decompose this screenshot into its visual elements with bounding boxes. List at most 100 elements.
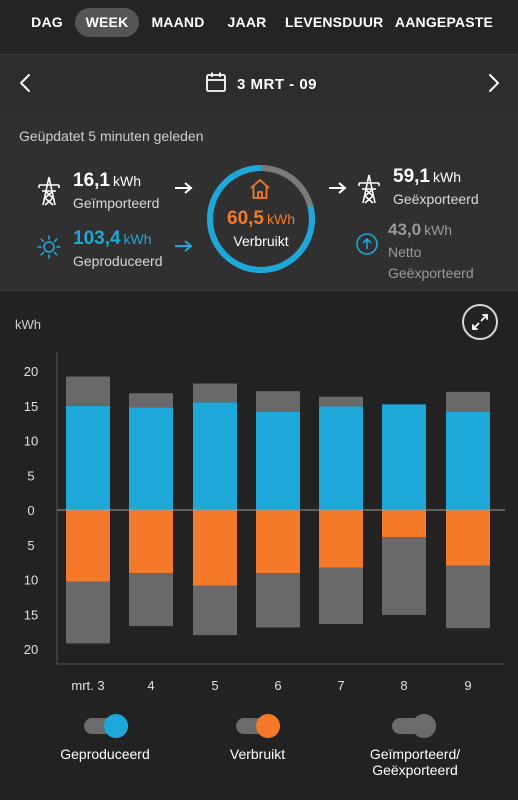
exported-stat: 59,1 kWh Geëxporteerd [393, 167, 479, 209]
imported-value: 16,1 [73, 170, 110, 191]
consumed-unit: kWh [266, 211, 295, 227]
energy-chart: kWh 20 15 10 5 0 5 10 15 20 mrt. 3 4 5 6 7 8 9 [0, 291, 518, 711]
consumed-bar [66, 510, 110, 582]
section-divider [0, 290, 518, 291]
x-tick-label: 5 [211, 678, 218, 693]
arrow-right-icon [174, 239, 194, 258]
exported-value: 59,1 [393, 166, 430, 187]
tab-jaar[interactable]: JAAR [227, 14, 267, 30]
produced-bar [66, 405, 110, 510]
tab-maand[interactable]: MAAND [151, 14, 205, 30]
imported-stat: 16,1 kWh Geïmporteerd [73, 171, 159, 213]
exported-bar [193, 383, 237, 403]
chart-legend: Geproduceerd Verbruikt Geïmporteerd/ Geë… [0, 711, 518, 800]
net-exported-label-2: Geëxporteerd [388, 265, 474, 281]
produced-bar [129, 407, 173, 510]
legend-grid-label-2: Geëxporteerd [372, 762, 458, 778]
consumed-bar [129, 510, 173, 574]
legend-grid-label-1: Geïmporteerd/ [369, 746, 461, 762]
exported-bar [256, 391, 300, 413]
consumed-bar [446, 510, 490, 566]
y-tick-label: 15 [24, 607, 38, 622]
imported-bar [446, 565, 490, 629]
house-icon [248, 177, 272, 206]
produced-bar [256, 412, 300, 510]
produced-value: 103,4 [73, 228, 121, 249]
y-tick-label: 20 [24, 642, 38, 657]
exported-bar [129, 393, 173, 408]
exported-unit: kWh [432, 169, 461, 185]
tab-aangepaste[interactable]: AANGEPASTE [394, 14, 494, 30]
x-tick-label: 8 [400, 678, 407, 693]
y-tick-label: 20 [24, 364, 38, 379]
produced-bar [319, 406, 363, 510]
consumed-bar [256, 510, 300, 574]
arrow-right-icon [328, 181, 348, 200]
tab-dag[interactable]: DAG [31, 14, 63, 30]
consumed-stat: 60,5 kWh Verbruikt [218, 209, 304, 251]
power-pylon-icon [356, 173, 382, 210]
imported-label: Geïmporteerd [73, 195, 160, 211]
consumed-value: 60,5 [227, 208, 264, 229]
produced-bar [382, 404, 426, 510]
consumed-bar [193, 510, 237, 586]
net-exported-value: 43,0 [388, 220, 422, 239]
y-tick-label: 10 [24, 573, 38, 588]
chevron-right-icon[interactable] [479, 69, 507, 97]
consumed-bar [382, 510, 426, 538]
imported-bar [382, 537, 426, 615]
last-updated-text: Geüpdatet 5 minuten geleden [19, 128, 204, 144]
sun-icon [36, 234, 62, 265]
net-exported-stat: 43,0 kWh Netto Geëxporteerd [388, 220, 474, 283]
produced-unit: kWh [123, 231, 152, 247]
imported-bar [66, 581, 110, 644]
date-range-selector[interactable]: 3 MRT - 09 [205, 72, 317, 96]
x-tick-label: 4 [147, 678, 154, 693]
exported-label: Geëxporteerd [393, 191, 479, 207]
grid-toggle[interactable] [392, 714, 438, 738]
produced-bar [193, 402, 237, 510]
arrow-right-icon [174, 181, 194, 200]
y-tick-label: 15 [24, 399, 38, 414]
imported-unit: kWh [112, 173, 141, 189]
produced-label: Geproduceerd [73, 253, 163, 269]
x-tick-label: 6 [274, 678, 281, 693]
imported-bar [256, 573, 300, 628]
y-tick-label: 5 [27, 468, 34, 483]
y-tick-label: 10 [24, 434, 38, 449]
chevron-left-icon[interactable] [12, 69, 40, 97]
y-tick-label: 5 [27, 538, 34, 553]
bar-chart: 20 15 10 5 0 5 10 15 20 mrt. 3 4 5 6 7 8 9 [24, 352, 505, 693]
imported-bar [129, 573, 173, 627]
x-tick-label: 9 [464, 678, 471, 693]
date-navigation: 3 MRT - 09 [0, 54, 518, 111]
legend-produced-label: Geproduceerd [60, 746, 150, 762]
produced-toggle[interactable] [84, 714, 130, 738]
tab-levensduur[interactable]: LEVENSDUUR [285, 14, 384, 30]
y-tick-label: 0 [27, 503, 34, 518]
imported-bar [319, 567, 363, 624]
net-exported-unit: kWh [424, 222, 453, 238]
expand-icon [472, 314, 488, 330]
period-tabs: DAG WEEK MAAND JAAR LEVENSDUUR AANGEPAST… [0, 0, 518, 54]
consumed-label: Verbruikt [233, 233, 289, 249]
calendar-icon [205, 71, 227, 98]
exported-bar [446, 391, 490, 413]
expand-chart-button[interactable] [462, 304, 498, 340]
energy-summary: Geüpdatet 5 minuten geleden 16,1 kWh Geïm… [0, 111, 518, 291]
consumption-ring [203, 161, 319, 282]
x-tick-label: mrt. 3 [71, 678, 104, 693]
imported-bar [193, 585, 237, 636]
net-exported-label-1: Netto [388, 244, 422, 260]
exported-bar [319, 396, 363, 407]
produced-bar [446, 412, 490, 510]
tab-week[interactable]: WEEK [75, 8, 139, 37]
y-axis-unit-label: kWh [15, 317, 41, 332]
power-pylon-icon [36, 175, 62, 212]
legend-consumed-label: Verbruikt [229, 746, 286, 762]
produced-stat: 103,4 kWh Geproduceerd [73, 229, 163, 271]
x-tick-label: 7 [337, 678, 344, 693]
consumed-bar [319, 510, 363, 568]
consumed-toggle[interactable] [236, 714, 282, 738]
arrow-up-circle-icon [355, 232, 379, 261]
